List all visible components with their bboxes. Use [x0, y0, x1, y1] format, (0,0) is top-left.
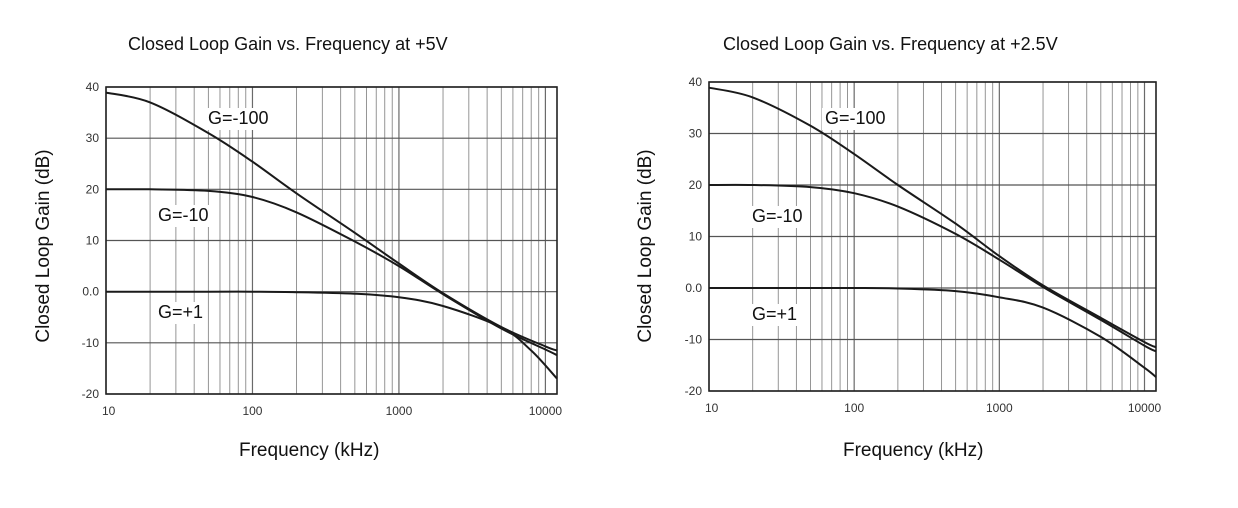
series-annotation: G=-10 [158, 205, 209, 225]
annotation-bg [749, 206, 808, 228]
chart-plot-5v: -20 -10 0.0 10 20 30 40 10 100 1000 10000 G=-100 G=-… [82, 80, 563, 418]
y-axis-label: Closed Loop Gain (dB) [33, 149, 54, 343]
y-tick-label: 20 [689, 178, 703, 192]
y-tick-label: 30 [86, 131, 100, 145]
y-tick-label: 0.0 [685, 281, 702, 295]
annotation-bg [155, 205, 214, 227]
series-line-g100 [105, 91, 558, 352]
y-tick-label: 10 [86, 234, 100, 248]
x-tick-label: 1000 [386, 404, 413, 418]
y-axis-label: Closed Loop Gain (dB) [635, 149, 656, 343]
x-tick-label: 100 [242, 404, 262, 418]
chart-title: Closed Loop Gain vs. Frequency at +5V [128, 34, 448, 54]
plot-frame [708, 81, 1157, 392]
series-annotation: G=+1 [158, 302, 203, 322]
x-tick-label: 1000 [986, 401, 1013, 415]
chart-panel-2v5: -20 -10 0.0 10 20 30 40 10 100 1000 10000 G=-100 G=-… [619, 0, 1238, 508]
x-tick-label: 10000 [1128, 401, 1162, 415]
x-axis-label: Frequency (kHz) [843, 440, 984, 461]
series-annotation: G=-100 [825, 108, 886, 128]
annotation-bg [749, 304, 797, 326]
series-line-g100 [708, 86, 1157, 349]
y-tick-label: 30 [689, 127, 703, 141]
series-line-g1 [709, 286, 1157, 378]
x-axis-label: Frequency (kHz) [239, 440, 380, 461]
chart-panel-5v: -20 -10 0.0 10 20 30 40 10 100 1000 10000 G=-100 G=-… [33, 34, 563, 461]
series-annotation: G=-100 [208, 108, 269, 128]
y-tick-label: 40 [86, 80, 100, 94]
series-line-g10 [708, 183, 1157, 353]
series-line-g1 [106, 290, 558, 380]
y-tick-label: 40 [689, 75, 703, 89]
chart-title: Closed Loop Gain vs. Frequency at +2.5V [723, 34, 1058, 54]
x-tick-label: 10 [102, 404, 116, 418]
annotation-bg [155, 302, 203, 324]
y-tick-label: 20 [86, 182, 100, 196]
chart-plot-2v5: -20 -10 0.0 10 20 30 40 10 100 1000 10000 G=-100 G=-… [685, 75, 1162, 415]
plot-frame [105, 86, 558, 395]
y-tick-label: -10 [685, 333, 703, 347]
x-tick-label: 100 [844, 401, 864, 415]
y-tick-label: -10 [82, 336, 100, 350]
x-tick-label: 10000 [529, 404, 563, 418]
series-annotation: G=+1 [752, 304, 797, 324]
y-tick-label: 10 [689, 230, 703, 244]
series-annotation: G=-10 [752, 206, 803, 226]
y-tick-label: -20 [82, 387, 100, 401]
annotation-bg [822, 108, 891, 130]
annotation-bg [205, 108, 274, 130]
x-tick-label: 10 [705, 401, 719, 415]
y-tick-label: 0.0 [82, 285, 99, 299]
y-tick-label: -20 [685, 384, 703, 398]
